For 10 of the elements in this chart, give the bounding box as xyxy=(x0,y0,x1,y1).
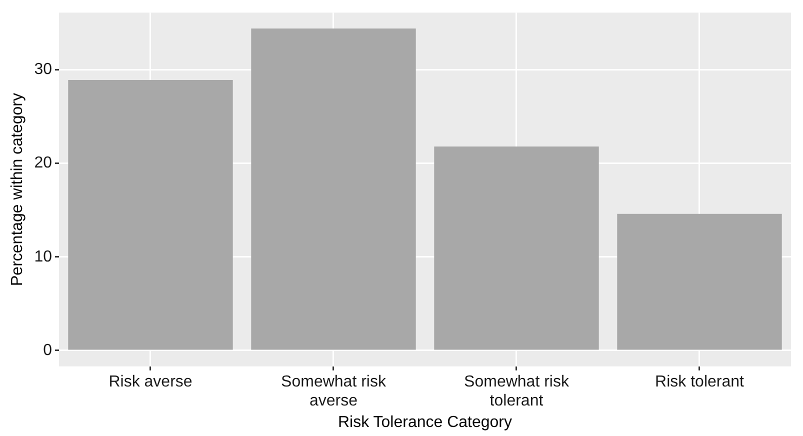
y-tick-label: 0 xyxy=(43,342,52,359)
x-tick-label: Somewhat risk tolerant xyxy=(464,373,570,410)
y-tick-label: 20 xyxy=(34,154,52,172)
x-axis-title: Risk Tolerance Category xyxy=(338,414,512,431)
x-tick-label: Somewhat risk averse xyxy=(281,373,387,410)
x-tick-label: Risk averse xyxy=(108,373,192,390)
y-axis-title: Percentage within category xyxy=(9,93,26,286)
y-tick-label: 10 xyxy=(34,248,52,266)
x-tick-label: Risk tolerant xyxy=(655,373,745,390)
y-tick-label: 30 xyxy=(34,61,52,78)
